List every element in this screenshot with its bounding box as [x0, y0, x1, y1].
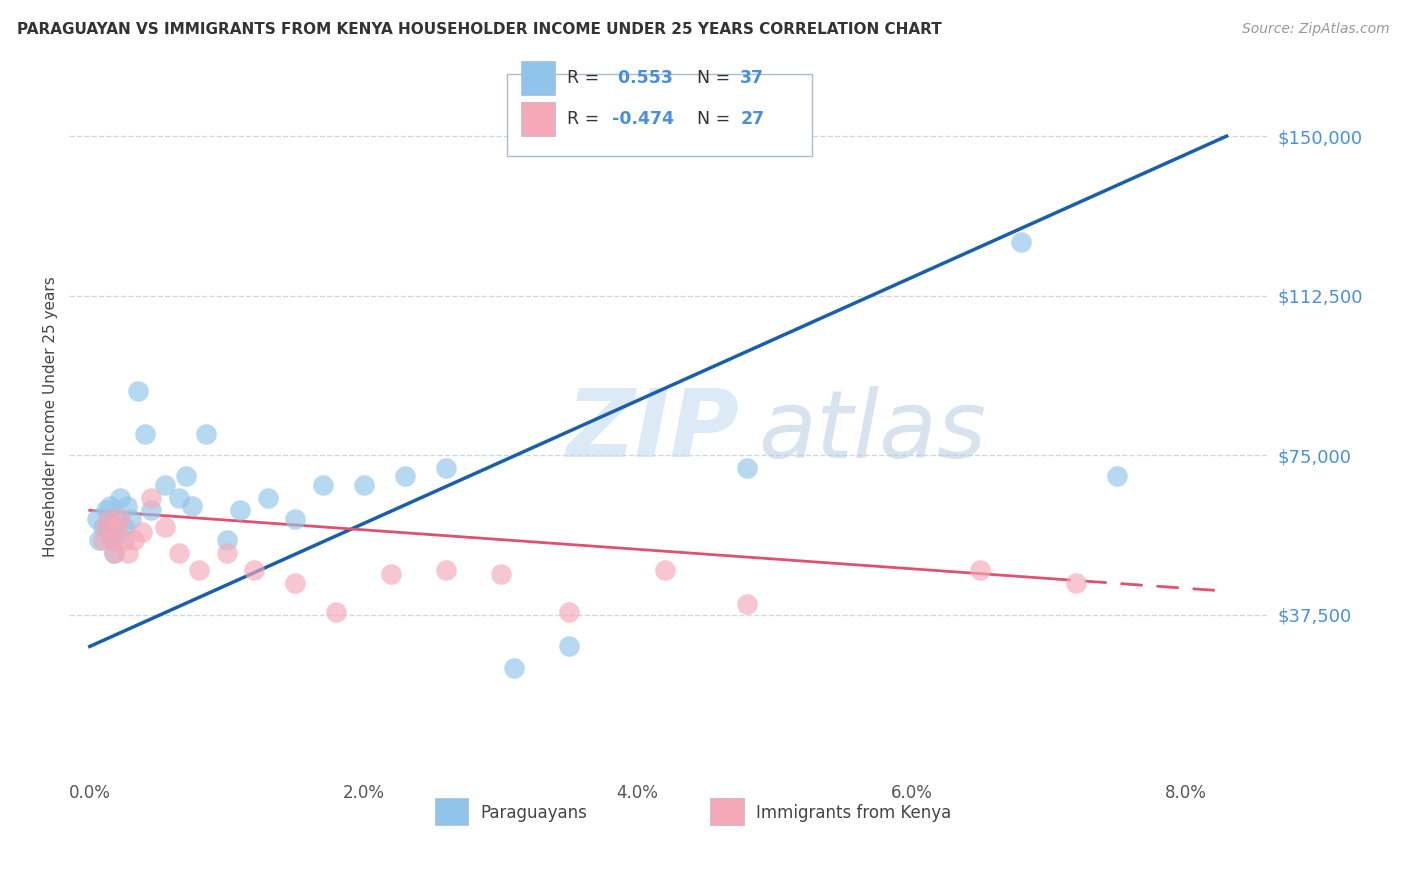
Point	[93, 533, 115, 548]
Text: -0.474: -0.474	[612, 110, 673, 128]
Point	[153, 520, 176, 534]
Text: 37: 37	[741, 69, 765, 87]
Point	[96, 503, 118, 517]
Point	[353, 478, 375, 492]
Point	[86, 512, 108, 526]
Text: PARAGUAYAN VS IMMIGRANTS FROM KENYA HOUSEHOLDER INCOME UNDER 25 YEARS CORRELATIO: PARAGUAYAN VS IMMIGRANTS FROM KENYA HOUS…	[17, 22, 942, 37]
Point	[1105, 469, 1128, 483]
FancyBboxPatch shape	[522, 61, 554, 95]
Point	[1064, 575, 1087, 590]
Point	[256, 491, 278, 505]
Text: Paraguayans: Paraguayans	[481, 805, 588, 822]
Text: Immigrants from Kenya: Immigrants from Kenya	[756, 805, 952, 822]
Point	[558, 606, 581, 620]
FancyBboxPatch shape	[506, 74, 813, 156]
Point	[489, 567, 512, 582]
Point	[325, 606, 347, 620]
Point	[181, 499, 204, 513]
FancyBboxPatch shape	[710, 798, 744, 825]
Point	[122, 533, 145, 548]
Point	[117, 546, 139, 560]
Point	[112, 520, 135, 534]
Point	[100, 533, 122, 548]
Point	[215, 546, 238, 560]
Point	[134, 426, 156, 441]
Point	[243, 563, 266, 577]
Point	[97, 512, 120, 526]
Point	[654, 563, 676, 577]
Point	[108, 512, 131, 526]
Point	[969, 563, 991, 577]
Text: ZIP: ZIP	[567, 385, 740, 477]
Point	[141, 503, 163, 517]
Point	[112, 533, 135, 548]
Point	[311, 478, 333, 492]
Point	[115, 499, 138, 513]
Point	[558, 640, 581, 654]
Point	[153, 478, 176, 492]
Point	[284, 512, 307, 526]
Point	[93, 520, 115, 534]
Point	[108, 491, 131, 505]
Text: R =: R =	[567, 69, 605, 87]
Point	[97, 512, 120, 526]
Point	[434, 460, 457, 475]
Point	[188, 563, 211, 577]
Point	[120, 512, 142, 526]
Point	[98, 499, 121, 513]
Point	[105, 520, 128, 534]
Text: N =: N =	[686, 110, 737, 128]
Text: R =: R =	[567, 110, 605, 128]
Point	[141, 491, 163, 505]
Point	[104, 529, 127, 543]
Point	[131, 524, 153, 539]
Point	[434, 563, 457, 577]
Point	[89, 533, 111, 548]
Point	[380, 567, 402, 582]
Y-axis label: Householder Income Under 25 years: Householder Income Under 25 years	[44, 277, 58, 558]
Text: 0.553: 0.553	[612, 69, 673, 87]
Point	[167, 546, 190, 560]
Point	[100, 533, 122, 548]
Point	[394, 469, 416, 483]
Point	[103, 546, 125, 560]
Point	[195, 426, 218, 441]
Point	[105, 512, 128, 526]
Point	[735, 460, 758, 475]
Point	[103, 546, 125, 560]
Point	[174, 469, 197, 483]
Text: N =: N =	[686, 69, 737, 87]
Text: 27: 27	[741, 110, 765, 128]
Point	[96, 520, 118, 534]
Point	[503, 661, 526, 675]
Point	[97, 524, 120, 539]
Point	[127, 384, 149, 399]
Text: atlas: atlas	[758, 385, 987, 476]
Text: Source: ZipAtlas.com: Source: ZipAtlas.com	[1241, 22, 1389, 37]
Point	[735, 597, 758, 611]
Point	[284, 575, 307, 590]
FancyBboxPatch shape	[434, 798, 468, 825]
Point	[167, 491, 190, 505]
Point	[215, 533, 238, 548]
Point	[1010, 235, 1032, 250]
Point	[101, 520, 124, 534]
Point	[229, 503, 252, 517]
FancyBboxPatch shape	[522, 102, 554, 136]
